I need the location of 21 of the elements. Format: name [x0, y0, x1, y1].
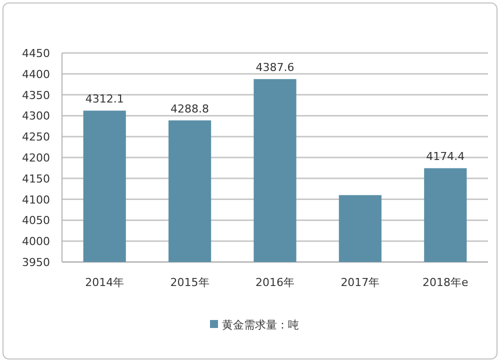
y-tick-label: 4050 — [22, 214, 50, 228]
y-tick-label: 4300 — [22, 110, 50, 123]
data-label: 4174.4 — [426, 150, 465, 164]
data-label: 4312.1 — [85, 92, 124, 106]
y-tick-label: 4200 — [22, 152, 50, 164]
y-tick-label: 4450 — [22, 47, 50, 60]
y-tick-label: 4400 — [22, 68, 50, 81]
legend-label: 黄金需求量：吨 — [222, 318, 299, 332]
x-tick-label: 2015年 — [170, 276, 210, 289]
y-tick-label: 4350 — [22, 88, 50, 102]
data-label: 4387.6 — [256, 61, 294, 74]
y-tick-label: 4150 — [22, 172, 50, 186]
x-tick-label: 2016年 — [256, 276, 294, 289]
data-label: 4288.8 — [170, 102, 210, 116]
y-tick-label: 4000 — [22, 235, 50, 248]
y-tick-label: 3950 — [22, 256, 50, 269]
x-tick-label: 2017年 — [340, 276, 380, 289]
x-tick-label: 2014年 — [85, 276, 124, 289]
x-tick-label: 2018年e — [422, 276, 469, 289]
y-tick-label: 4250 — [22, 130, 50, 144]
y-tick-label: 4100 — [22, 193, 50, 206]
